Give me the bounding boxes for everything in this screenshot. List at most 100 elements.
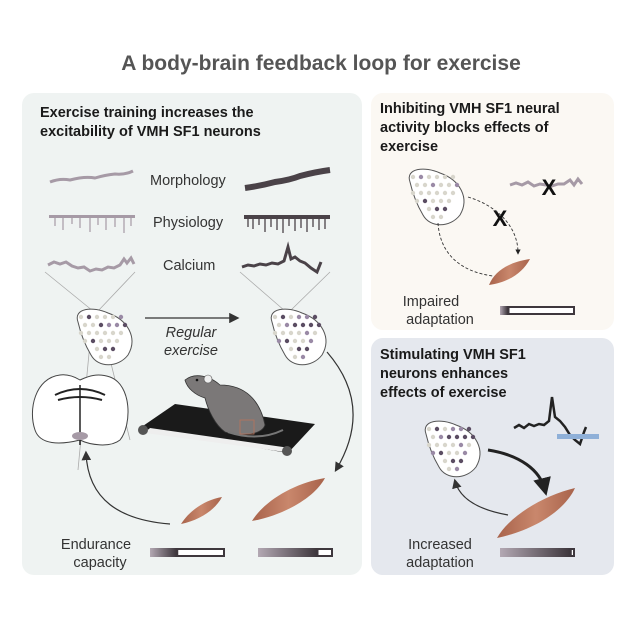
- neuron-dot: [454, 434, 460, 440]
- neuron-dot: [94, 314, 100, 320]
- neuron-dot: [438, 450, 444, 456]
- stim-heading-line-3: effects of exercise: [380, 385, 507, 401]
- neuron-dot: [316, 322, 322, 328]
- left-panel: [22, 93, 362, 575]
- neuron-dot: [90, 322, 96, 328]
- neuron-dot: [418, 190, 424, 196]
- neuron-dot: [414, 182, 420, 188]
- neuron-dot: [94, 330, 100, 336]
- neuron-dot: [434, 206, 440, 212]
- physiology-trace-before: [49, 215, 135, 233]
- neuron-dot: [82, 338, 88, 344]
- neuron-dot: [430, 434, 436, 440]
- increased-label-line-1: Increased: [408, 537, 472, 553]
- neuron-dot: [102, 314, 108, 320]
- left-heading-line-1: Exercise training increases the: [40, 105, 254, 121]
- neuron-dot: [442, 190, 448, 196]
- neuron-dot: [110, 330, 116, 336]
- neuron-dot: [86, 330, 92, 336]
- neuron-dot: [86, 314, 92, 320]
- neuron-dot: [426, 206, 432, 212]
- neuron-dot: [106, 322, 112, 328]
- bar-empty: [571, 550, 573, 555]
- neuron-dot: [296, 346, 302, 352]
- neuron-dot: [118, 314, 124, 320]
- neuron-dot: [122, 322, 128, 328]
- impaired-adaptation-bar: [500, 306, 575, 315]
- neuron-dot: [308, 338, 314, 344]
- mouse-icon: [184, 374, 284, 438]
- neuron-dot: [446, 466, 452, 472]
- neuron-dot: [288, 346, 294, 352]
- neuron-dot: [410, 174, 416, 180]
- neuron-dot: [446, 450, 452, 456]
- neuron-dot: [292, 354, 298, 360]
- arrow-label-line-2: exercise: [164, 343, 218, 359]
- neuron-dot: [304, 314, 310, 320]
- bar-empty: [318, 550, 331, 555]
- neuron-dot: [426, 426, 432, 432]
- neuron-dot: [304, 330, 310, 336]
- neuron-dot: [410, 190, 416, 196]
- calcium-trace-stimulated: [513, 396, 588, 447]
- neuron-dot: [434, 174, 440, 180]
- neuron-dot: [312, 330, 318, 336]
- neuron-dot: [118, 330, 124, 336]
- neuron-dot: [438, 182, 444, 188]
- bar-empty: [509, 308, 573, 313]
- neuron-dot: [98, 322, 104, 328]
- neuron-dot: [90, 338, 96, 344]
- endurance-label-line-2: capacity: [73, 555, 127, 571]
- neuron-dot: [442, 442, 448, 448]
- neuron-dot: [312, 314, 318, 320]
- neuron-dot: [442, 458, 448, 464]
- neuron-dot: [296, 330, 302, 336]
- neuron-dot: [438, 434, 444, 440]
- neuron-dot: [470, 434, 476, 440]
- neuron-dot: [102, 330, 108, 336]
- vmh-nucleus-after: [270, 308, 327, 366]
- neuron-dot: [442, 174, 448, 180]
- neuron-dot: [102, 346, 108, 352]
- neuron-dot: [78, 314, 84, 320]
- neuron-dot: [426, 174, 432, 180]
- neuron-dot: [114, 322, 120, 328]
- neuron-dot: [276, 338, 282, 344]
- loop-arrow-to-muscle: [326, 351, 354, 473]
- neuron-dot: [288, 314, 294, 320]
- inhibit-heading-line-1: Inhibiting VMH SF1 neural: [380, 101, 560, 117]
- neuron-dot: [426, 442, 432, 448]
- neuron-dot: [110, 314, 116, 320]
- neuron-dot: [280, 330, 286, 336]
- neuron-dot: [426, 190, 432, 196]
- neuron-dot: [458, 458, 464, 464]
- stim-heading-line-2: neurons enhances: [380, 366, 508, 382]
- dashed-arrow-to-muscle: [467, 196, 521, 255]
- neuron-dot: [272, 314, 278, 320]
- endurance-label-line-1: Endurance: [61, 537, 131, 553]
- neuron-dot: [462, 434, 468, 440]
- neuron-dot: [414, 198, 420, 204]
- neuron-dot: [458, 426, 464, 432]
- neuron-dot: [284, 338, 290, 344]
- neuron-dot: [466, 426, 472, 432]
- bar-fill: [500, 548, 570, 557]
- neuron-dot: [454, 450, 460, 456]
- endurance-bar-before: [150, 548, 225, 557]
- left-heading-line-2: excitability of VMH SF1 neurons: [40, 124, 261, 140]
- neuron-dot: [454, 182, 460, 188]
- neuron-dot: [280, 314, 286, 320]
- neuron-dot: [438, 214, 444, 220]
- row-label-morphology: Morphology: [150, 173, 227, 189]
- neuron-dot: [288, 330, 294, 336]
- impaired-label-line-1: Impaired: [403, 294, 459, 310]
- neuron-dot: [454, 466, 460, 472]
- row-label-calcium: Calcium: [163, 258, 215, 274]
- neuron-dot: [434, 426, 440, 432]
- neuron-dot: [276, 322, 282, 328]
- muscle-small-icon: [181, 497, 222, 524]
- neuron-dot: [418, 174, 424, 180]
- neuron-dot: [300, 338, 306, 344]
- feedback-arrow-to-brain: [452, 478, 509, 516]
